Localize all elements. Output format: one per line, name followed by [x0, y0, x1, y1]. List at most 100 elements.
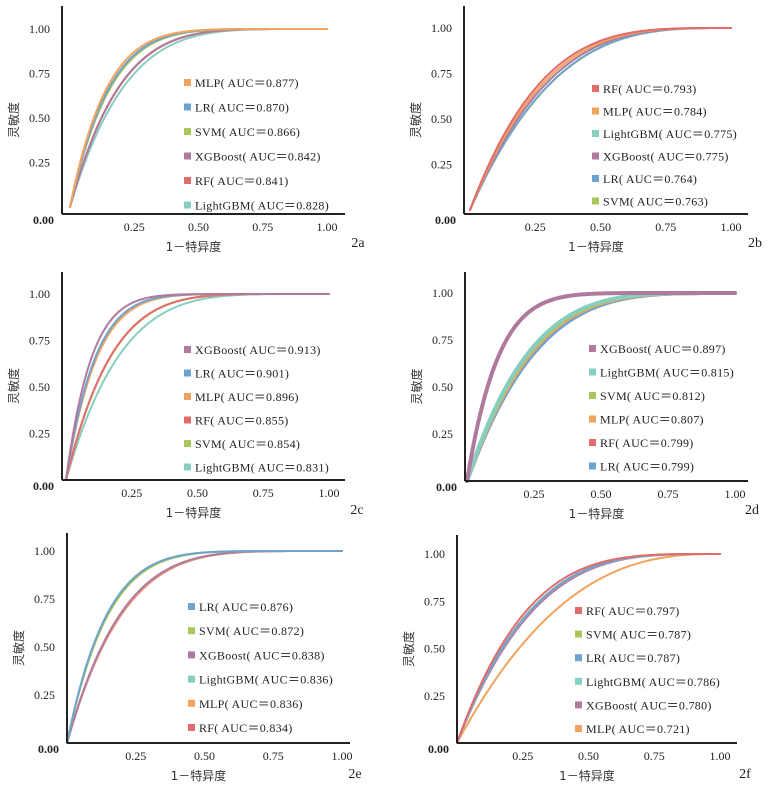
legend-swatch-mlp: [592, 107, 599, 115]
panel-label: 2e: [348, 767, 361, 782]
roc-curve-xgboost: [465, 291, 737, 483]
legend: LR( AUC＝0.876) SVM( AUC＝0.872) XGBoost( AU…: [188, 600, 333, 735]
x-axis-title: 1－特异度: [171, 768, 227, 783]
legend-label-lightgbm: LightGBM( AUC＝0.815): [600, 366, 734, 380]
x-tick-label: 1.00: [725, 487, 746, 501]
legend-swatch-xgboost: [575, 701, 582, 709]
legend-swatch-xgboost: [184, 346, 191, 353]
x-axis-title: 1－特异度: [166, 505, 222, 520]
legend-label-lr: LR( AUC＝0.901): [195, 367, 289, 381]
legend: XGBoost( AUC＝0.913) LR( AUC＝0.901) MLP( AU…: [184, 343, 329, 475]
legend-label-svm: SVM( AUC＝0.854): [195, 437, 300, 451]
legend-label-rf: RF( AUC＝0.841): [195, 174, 289, 188]
legend-swatch-rf: [184, 416, 191, 424]
legend-swatch-svm: [184, 128, 191, 135]
legend-label-svm: SVM( AUC＝0.763): [603, 195, 708, 209]
y-tick-label: 0.75: [29, 67, 50, 81]
x-tick-label: 0.25: [125, 749, 146, 763]
legend-swatch-lr: [184, 369, 191, 377]
legend-swatch-svm: [188, 627, 195, 635]
x-tick-label: 1.00: [332, 749, 353, 763]
legend-label-lr: LR( AUC＝0.799): [600, 460, 694, 474]
x-tick-label: 0.75: [644, 749, 665, 763]
y-tick-label: 0.75: [34, 592, 55, 606]
x-tick-label: 0.50: [194, 749, 215, 763]
legend-label-xgboost: XGBoost( AUC＝0.842): [195, 150, 321, 164]
x-tick-label: 0.25: [525, 220, 546, 234]
x-tick-label: 0.50: [578, 749, 599, 763]
legend-label-lightgbm: LightGBM( AUC＝0.775): [603, 127, 737, 141]
legend-swatch-mlp: [184, 393, 191, 400]
y-tick-label: 1.00: [29, 22, 50, 36]
y-tick-label: 1.00: [34, 544, 55, 558]
legend-swatch-rf: [589, 439, 596, 446]
x-tick-label: 0.25: [124, 220, 145, 234]
legend-label-lr: LR( AUC＝0.787): [586, 651, 680, 665]
legend-swatch-rf: [188, 724, 195, 731]
roc-curve-rf: [469, 27, 732, 211]
roc-curve-lr: [456, 553, 721, 744]
y-tick-label: 0.00: [33, 213, 54, 227]
roc-curve-xgboost: [456, 553, 721, 744]
x-tick-label: 0.50: [188, 220, 209, 234]
y-axis-title: 灵敏度: [6, 368, 21, 404]
roc-curve-xgboost: [65, 293, 330, 481]
legend-swatch-rf: [184, 177, 191, 184]
legend-label-svm: SVM( AUC＝0.872): [199, 624, 304, 638]
legend-label-mlp: MLP( AUC＝0.896): [195, 390, 299, 404]
legend-label-svm: SVM( AUC＝0.866): [195, 125, 300, 139]
legend-swatch-svm: [184, 440, 191, 447]
legend-label-xgboost: XGBoost( AUC＝0.775): [603, 150, 729, 164]
y-tick-label: 0.00: [436, 480, 457, 494]
legend: XGBoost( AUC＝0.897) LightGBM( AUC＝0.815) S…: [589, 342, 734, 474]
y-tick-label: 0.25: [29, 156, 50, 170]
legend-label-rf: RF( AUC＝0.799): [600, 436, 694, 450]
y-tick-label: 0.25: [431, 158, 452, 172]
legend-swatch-lr: [575, 654, 582, 662]
legend-label-lr: LR( AUC＝0.876): [199, 600, 293, 614]
y-tick-label: 0.00: [38, 742, 59, 756]
y-axis-title: 灵敏度: [408, 102, 423, 138]
roc-curve-mlp: [69, 28, 328, 208]
x-tick-label: 1.00: [319, 486, 340, 500]
legend-swatch-mlp: [188, 699, 195, 707]
panel-label: 2c: [350, 503, 363, 518]
legend-label-rf: RF( AUC＝0.797): [586, 604, 680, 618]
legend-swatch-lightgbm: [184, 463, 191, 471]
legend-swatch-svm: [592, 197, 599, 205]
x-tick-label: 0.75: [263, 749, 284, 763]
legend-swatch-lr: [188, 603, 195, 610]
legend-swatch-lr: [592, 175, 599, 182]
legend-label-lr: LR( AUC＝0.764): [603, 172, 697, 186]
legend: MLP( AUC＝0.877) LR( AUC＝0.870) SVM( AUC＝0.…: [184, 76, 329, 213]
legend-label-xgboost: XGBoost( AUC＝0.838): [199, 648, 325, 662]
legend-label-lightgbm: LightGBM( AUC＝0.828): [195, 199, 329, 213]
legend-swatch-svm: [575, 630, 582, 638]
legend-swatch-xgboost: [592, 152, 599, 160]
legend-label-mlp: MLP( AUC＝0.877): [195, 76, 299, 90]
panel-label: 2b: [748, 236, 762, 251]
y-tick-label: 0.75: [432, 333, 453, 347]
y-tick-label: 0.00: [33, 479, 54, 493]
legend-label-lr: LR( AUC＝0.870): [195, 101, 289, 115]
y-tick-label: 1.00: [432, 286, 453, 300]
y-tick-label: 0.75: [29, 334, 50, 348]
y-tick-label: 0.50: [29, 380, 50, 394]
legend-swatch-lightgbm: [589, 368, 596, 376]
x-tick-label: 0.75: [252, 220, 273, 234]
legend-label-xgboost: XGBoost( AUC＝0.780): [586, 698, 712, 712]
legend-label-rf: RF( AUC＝0.855): [195, 414, 289, 428]
legend-label-mlp: MLP( AUC＝0.721): [586, 722, 690, 736]
legend-swatch-rf: [575, 607, 582, 614]
x-axis-title: 1－特异度: [166, 239, 222, 254]
y-axis-title: 灵敏度: [6, 102, 21, 138]
y-tick-label: 0.25: [29, 427, 50, 441]
legend-label-rf: RF( AUC＝0.793): [603, 82, 697, 96]
x-tick-label: 0.25: [524, 487, 545, 501]
y-tick-label: 1.00: [431, 21, 452, 35]
legend-label-svm: SVM( AUC＝0.812): [600, 389, 705, 403]
